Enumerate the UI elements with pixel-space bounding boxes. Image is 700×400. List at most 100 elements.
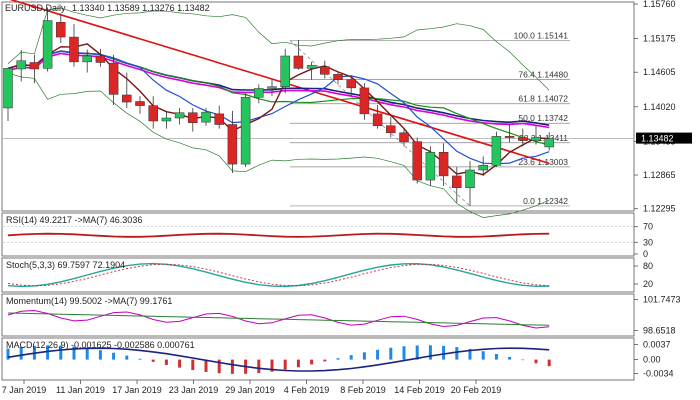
- macd-bar: [376, 349, 380, 360]
- macd-bar: [336, 358, 340, 360]
- candle-body: [42, 20, 53, 69]
- candle-body: [531, 137, 541, 141]
- stoch-signal-line: [7, 263, 550, 287]
- macd-bar: [230, 359, 234, 374]
- candle-body: [108, 62, 119, 95]
- candle-body: [3, 68, 13, 109]
- indicator-tick-label: 0.00: [643, 355, 661, 365]
- macd-bar: [534, 359, 538, 364]
- macd-bar: [138, 358, 142, 360]
- symbol-title: EURUSD,Daily: [5, 3, 66, 13]
- fib-label: 0.0 1.12342: [523, 196, 568, 206]
- macd-indicator: 0.0037 0.00 -0.0034: [6, 339, 674, 379]
- macd-bar: [547, 359, 551, 367]
- macd-bar: [72, 346, 76, 360]
- current-price-badge: 1.13482: [636, 132, 692, 144]
- momentum-ma-line: [7, 312, 550, 326]
- fib-label: 50.0 1.13742: [518, 113, 568, 123]
- momentum-indicator: 101.7473 98.6518: [7, 295, 681, 335]
- candle-body: [386, 125, 396, 134]
- candle-body: [478, 165, 488, 171]
- time-tick-label: 8 Feb 2019: [340, 385, 386, 395]
- indicator-tick-label: 98.6518: [643, 325, 676, 335]
- time-tick-label: 29 Jan 2019: [225, 385, 275, 395]
- candle-body: [504, 136, 515, 138]
- macd-bar: [85, 348, 89, 360]
- candle-body: [56, 22, 66, 38]
- candle-body: [346, 79, 356, 89]
- time-tick-label: 4 Feb 2019: [284, 385, 330, 395]
- candle-body: [135, 101, 145, 106]
- candle-body: [412, 141, 422, 181]
- macd-bar: [191, 359, 195, 371]
- candle-body: [254, 88, 264, 98]
- candle-body: [161, 117, 172, 122]
- macd-bar: [178, 359, 182, 368]
- fib-label: 61.8 1.14072: [518, 94, 568, 104]
- candle-body: [188, 112, 198, 123]
- candle-body: [333, 74, 343, 80]
- indicator-tick-label: 70: [643, 222, 653, 232]
- candle-body: [95, 55, 106, 63]
- macd-bar: [494, 353, 498, 360]
- candlesticks: [3, 7, 554, 207]
- stoch-label: Stoch(5,3,3) 69.7597 72.1904: [6, 260, 125, 270]
- candle-body: [148, 105, 158, 122]
- candle-body: [122, 94, 132, 103]
- candle-body: [491, 136, 502, 166]
- candle-body: [425, 152, 436, 181]
- candle-body: [174, 112, 185, 119]
- candle-body: [452, 175, 462, 188]
- time-tick-label: 7 Jan 2019: [2, 385, 47, 395]
- macd-bar: [59, 345, 63, 360]
- macd-bar: [310, 359, 314, 365]
- momentum-label: Momentum(14) 99.5002 ->MA(7) 99.1761: [6, 296, 172, 306]
- indicator-tick-label: 0.0037: [643, 339, 671, 349]
- macd-bar: [455, 347, 459, 360]
- macd-label: MACD(12,26,9) -0.001625 -0.002586 0.0007…: [6, 340, 195, 350]
- time-tick-label: 14 Feb 2019: [394, 385, 445, 395]
- price-tick-label: 1.14605: [643, 67, 676, 77]
- price-tick-label: 1.15760: [643, 0, 676, 9]
- candle-body: [544, 138, 554, 148]
- candle-body: [227, 124, 238, 165]
- candle-body: [465, 169, 475, 188]
- momentum-line: [7, 309, 550, 329]
- macd-bar: [296, 359, 300, 368]
- price-tick-label: 1.14020: [643, 102, 676, 112]
- macd-bar: [349, 355, 353, 360]
- ma-blue: [7, 50, 550, 165]
- candle-body: [372, 113, 383, 126]
- macd-bar: [19, 346, 23, 360]
- rsi-line: [7, 232, 550, 238]
- candle-body: [29, 62, 40, 70]
- time-tick-label: 20 Feb 2019: [451, 385, 502, 395]
- price-tick-label: 1.15175: [643, 34, 676, 44]
- candle-body: [320, 66, 330, 75]
- macd-panel: [1, 337, 635, 381]
- macd-bar: [442, 345, 446, 360]
- time-tick-label: 23 Jan 2019: [169, 385, 219, 395]
- macd-bar: [508, 356, 512, 360]
- candle-body: [399, 132, 409, 142]
- candle-body: [214, 113, 224, 125]
- candle-body: [280, 55, 290, 87]
- candle-body: [306, 65, 317, 69]
- macd-bar: [402, 346, 406, 360]
- candle-body: [69, 36, 79, 63]
- rsi-label: RSI(14) 49.2217 ->MA(7) 46.3036: [6, 215, 142, 225]
- macd-signal-line: [7, 347, 550, 372]
- rsi-indicator: 70 30 0: [3, 222, 653, 259]
- fib-label: 100.0 1.15141: [514, 31, 569, 41]
- indicator-tick-label: -0.0034: [643, 369, 674, 379]
- macd-bar: [164, 359, 168, 365]
- candle-body: [438, 152, 449, 177]
- macd-bar: [6, 348, 10, 360]
- macd-bar: [428, 345, 432, 360]
- fib-label: 76.4 1.14480: [518, 70, 568, 80]
- macd-bar: [151, 359, 155, 362]
- bollinger-lower: [7, 72, 550, 218]
- macd-bar: [362, 352, 366, 360]
- ma-long-red: [9, 0, 550, 165]
